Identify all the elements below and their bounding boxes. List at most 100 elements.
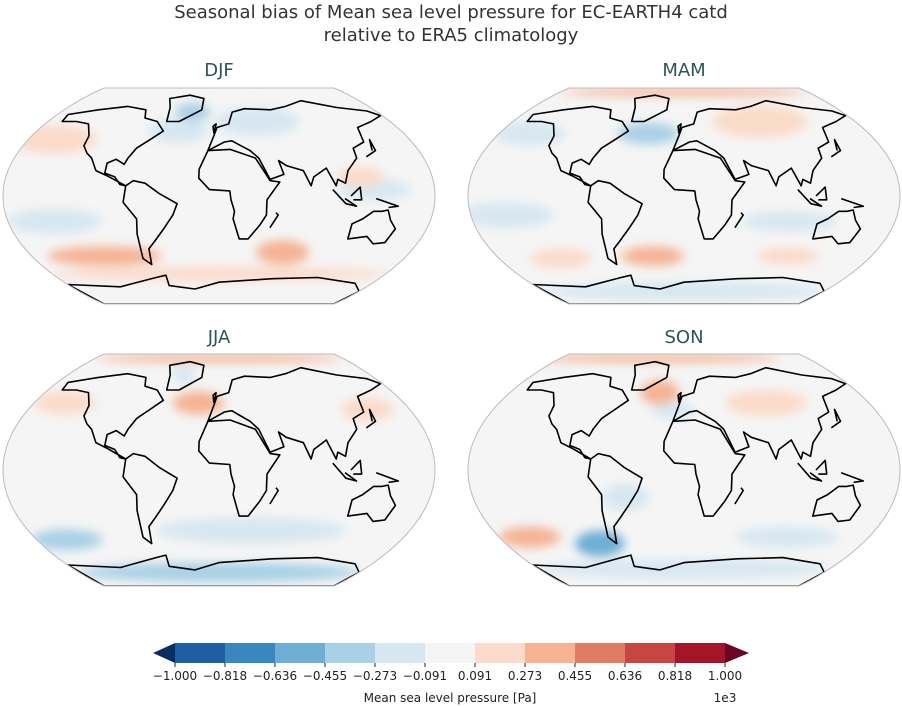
colorbar-bin [225,643,275,663]
bias-region [532,354,781,363]
bias-region [538,558,830,579]
bias-region [617,122,679,145]
colorbar-tick-label: 0.818 [658,669,692,683]
coastline [672,99,847,187]
map-panel-jja [2,353,436,587]
bias-region [148,119,209,144]
coastline [830,138,842,158]
bias-region [95,354,343,363]
map-border [467,353,901,587]
coastline [375,471,400,484]
colorbar-bin [475,643,525,663]
map-panel-djf [2,87,436,305]
bias-region [756,247,820,265]
bias-region [725,390,808,416]
coastline [347,209,397,245]
coastline [207,366,382,460]
coastline [212,391,217,404]
colorbar-bin [625,643,675,663]
coastline [165,360,205,391]
bias-region [340,397,394,422]
coastline [815,186,828,201]
coastline [734,487,744,505]
coastline [630,94,670,123]
coastline [365,408,377,429]
map-border [2,353,436,587]
coastline [663,419,746,517]
bias-region [31,529,103,551]
coastline [207,99,382,187]
bias-region [494,121,566,146]
bias-region [155,517,347,544]
bias-region [34,391,96,415]
colorbar-bin [575,643,625,663]
colorbar-bin [275,643,325,663]
coastline [734,212,744,229]
colorbar-under-arrow [153,643,175,663]
colorbar-over-arrow [725,643,749,663]
coastline [332,189,358,207]
coastline [375,197,400,209]
coastline [347,484,397,523]
coastline [830,408,842,429]
coastline [812,209,862,245]
bias-region [543,282,825,301]
colorbar-bin [375,643,425,663]
colorbar-bin [525,643,575,663]
bias-region [256,240,310,265]
map-panel-son [467,353,901,587]
coastline [165,94,205,123]
bias-region [560,88,808,96]
coastline [630,360,670,391]
coastline [350,459,363,475]
figure-title: Seasonal bias of Mean sea level pressure… [174,2,728,23]
coastline [797,462,823,482]
bias-region [78,562,360,583]
coastline [587,179,643,266]
coastline [797,189,823,207]
bias-region [337,166,385,187]
colorbar-tick-label: 0.091 [458,669,492,683]
bias-region [712,105,808,138]
panel-title-djf: DJF [204,60,234,81]
bias-region [742,211,837,232]
panel-title-son: SON [664,327,704,348]
map-border [467,87,901,305]
colorbar-tick-label: 0.636 [608,669,642,683]
bias-region [171,366,196,384]
coastline [269,212,279,229]
coastline [840,197,865,209]
colorbar-tick-label: −0.636 [253,669,297,683]
coastline [815,459,828,475]
figure-subtitle: relative to ERA5 climatology [323,25,579,46]
bias-region [7,208,102,235]
bias-region [172,391,225,415]
coastline [677,123,682,134]
colorbar-tick-label: 0.273 [508,669,542,683]
colorbar-bin [325,643,375,663]
colorbar-tick-label: −1.000 [153,669,197,683]
panel-title-mam: MAM [662,60,706,81]
bias-region [621,246,684,266]
colorbar-tick-label: 0.455 [558,669,592,683]
coastline [122,452,178,545]
panel-title-jja: JJA [207,327,231,348]
colorbar-label: Mean sea level pressure [Pa] [364,691,537,705]
colorbar-tick-label: −0.455 [303,669,347,683]
coastline [812,484,862,523]
bias-region [735,526,839,548]
map-panel-mam [467,87,901,305]
map-border [2,87,436,305]
coastline [365,138,377,158]
coastline [672,366,847,460]
bias-region [575,530,625,557]
bias-region [47,246,162,266]
coastline [526,372,630,460]
coastline [587,452,643,545]
coastline [61,372,165,460]
coastline [663,148,746,240]
coastline [332,462,358,482]
